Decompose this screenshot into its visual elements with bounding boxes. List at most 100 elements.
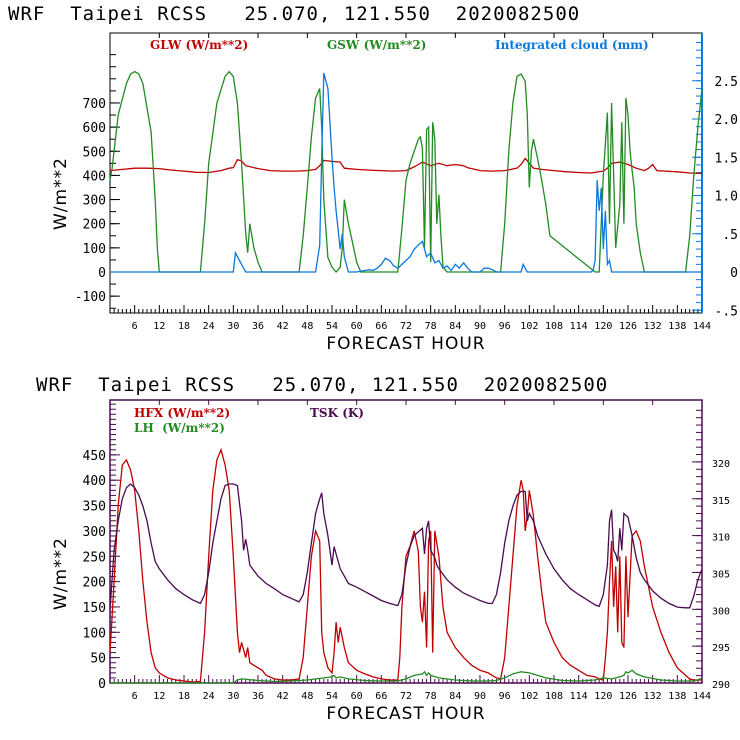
top-y2-ticks: -.5 0 .5 1.0 1.5 2.0 2.5 [692,42,738,319]
top-panel: WRF Taipei RCSS 25.070, 121.550 20200825… [8,3,738,354]
bottom-y2-tick-label: 290 [712,680,730,691]
top-y-tick-label: 100 [83,242,106,257]
bottom-x-tick-label: 24 [203,691,215,702]
top-x-tick-label: 108 [545,321,563,332]
bottom-x-tick-label: 66 [375,691,387,702]
bottom-x-ticks: 6 12 18 24 30 36 42 48 54 60 66 72 78 84 90 96 102 108 114… [113,400,711,702]
bottom-y-tick-label: 450 [83,449,106,464]
legend-tsk: TSK (K) [310,406,364,420]
top-x-axis-label: FORECAST HOUR [326,334,485,354]
top-x-tick-label: 132 [644,321,662,332]
bottom-y2-tick-label: 295 [712,643,730,654]
top-x-tick-label: 54 [326,321,338,332]
top-y-axis-label: W/m**2 [51,157,71,230]
top-x-tick-label: 114 [570,321,588,332]
top-y2-tick-label: 0 [730,266,738,281]
top-x-tick-label: 48 [301,321,313,332]
top-x-tick-label: 96 [499,321,511,332]
bottom-x-tick-label: 36 [252,691,264,702]
series-lh-line [110,669,703,684]
bottom-x-tick-label: 108 [545,691,563,702]
bottom-x-axis-label: FORECAST HOUR [326,704,485,724]
bottom-y-tick-label: 400 [83,474,106,489]
bottom-y2-tick-label: 300 [712,606,730,617]
top-y-ticks: -100 0 100 200 300 400 500 600 700 [75,54,120,309]
legend-lh: LH (W/m**2) [134,421,225,435]
top-y-tick-label: 300 [83,194,106,209]
bottom-x-tick-label: 78 [425,691,437,702]
bottom-x-tick-label: 138 [668,691,686,702]
bottom-x-tick-label: 30 [227,691,239,702]
top-x-tick-label: 30 [227,321,239,332]
series-tsk-line [109,483,703,610]
series-hfx-line [109,447,702,683]
series-integrated-cloud-line [110,72,702,273]
bottom-panel: WRF Taipei RCSS 25.070, 121.550 20200825… [36,374,730,724]
top-x-tick-label: 84 [449,321,461,332]
bottom-y2-tick-label: 310 [712,533,730,544]
top-x-tick-label: 78 [425,321,437,332]
top-x-tick-label: 36 [252,321,264,332]
legend-glw: GLW (W/m**2) [150,38,248,52]
top-series [109,70,703,274]
top-y2-tick-label: .5 [722,228,738,243]
top-x-tick-label: 120 [594,321,612,332]
top-x-tick-label: 12 [153,321,165,332]
bottom-x-tick-label: 90 [474,691,486,702]
bottom-y-tick-label: 50 [90,652,106,667]
top-title: WRF Taipei RCSS 25.070, 121.550 20200825… [8,3,580,25]
top-x-tick-label: 18 [178,321,190,332]
bottom-series [109,447,703,684]
top-y2-tick-label: 1.5 [715,151,738,166]
bottom-y-axis-label: W/m**2 [51,537,71,610]
bottom-x-tick-label: 84 [449,691,461,702]
bottom-title: WRF Taipei RCSS 25.070, 121.550 20200825… [36,374,608,396]
bottom-x-tick-label: 72 [400,691,412,702]
top-x-tick-label: 66 [375,321,387,332]
bottom-y2-tick-label: 305 [712,569,730,580]
top-y-tick-label: 400 [83,169,106,184]
top-x-tick-label: 60 [351,321,363,332]
bottom-y-ticks: 0 50 100 150 200 250 300 350 400 450 [83,403,120,692]
top-x-tick-label: 24 [203,321,215,332]
top-y-tick-label: 700 [83,97,106,112]
top-y-tick-label: -100 [75,290,106,305]
legend-cloud: Integrated cloud (mm) [495,38,649,52]
top-y-tick-label: 200 [83,218,106,233]
top-x-tick-label: 6 [132,321,138,332]
top-x-tick-label: 144 [693,321,711,332]
top-y2-tick-label: 2.0 [715,113,738,128]
bottom-x-tick-label: 126 [619,691,637,702]
legend-gsw: GSW (W/m**2) [327,38,426,52]
top-x-tick-label: 90 [474,321,486,332]
bottom-y2-tick-label: 320 [712,459,730,470]
top-x-tick-label: 138 [668,321,686,332]
bottom-y2-tick-label: 315 [712,496,730,507]
top-y-tick-label: 0 [98,266,106,281]
bottom-x-tick-label: 144 [693,691,711,702]
bottom-y-tick-label: 100 [83,626,106,641]
bottom-x-tick-label: 60 [351,691,363,702]
top-x-ticks: 6 12 18 24 30 36 42 48 54 60 66 72 78 84 90 96 102 108 114… [113,33,711,332]
top-y2-tick-label: 1.0 [715,190,738,205]
bottom-y-tick-label: 300 [83,525,106,540]
top-x-tick-label: 102 [520,321,538,332]
bottom-x-tick-label: 48 [301,691,313,702]
bottom-x-tick-label: 132 [644,691,662,702]
top-x-tick-label: 126 [619,321,637,332]
bottom-x-tick-label: 120 [594,691,612,702]
top-x-tick-label: 72 [400,321,412,332]
bottom-x-tick-label: 54 [326,691,338,702]
bottom-x-tick-label: 42 [277,691,289,702]
bottom-y-tick-label: 200 [83,576,106,591]
bottom-x-tick-label: 96 [499,691,511,702]
bottom-y-tick-label: 0 [98,677,106,692]
top-y2-tick-label: 2.5 [715,75,738,90]
bottom-x-tick-label: 114 [570,691,588,702]
bottom-y-tick-label: 250 [83,550,106,565]
top-y2-tick-label: -.5 [715,304,738,319]
top-y-tick-label: 600 [83,121,106,136]
bottom-x-tick-label: 102 [520,691,538,702]
bottom-y2-ticks: 290 295 300 305 310 315 320 [692,409,730,691]
